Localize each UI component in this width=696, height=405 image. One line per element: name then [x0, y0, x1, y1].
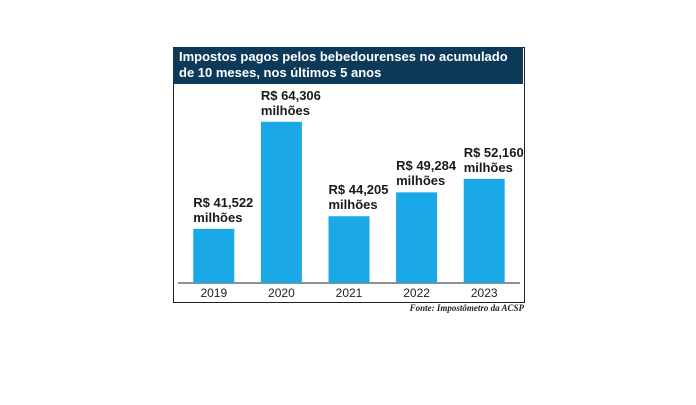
value-label: R$ 41,522 milhões: [193, 194, 254, 225]
value-label: R$ 64,306 milhões: [260, 87, 321, 118]
source-note: Fonte: Impostômetro da ACSP: [409, 303, 524, 313]
bar: [260, 121, 302, 283]
x-tick-label: 2021: [336, 286, 363, 300]
chart-title: Impostos pagos pelos bebedourenses no ac…: [173, 47, 523, 84]
bar: [328, 216, 370, 283]
x-tick-label: 2022: [403, 286, 430, 300]
x-tick-label: 2020: [268, 286, 295, 300]
x-tick-label: 2019: [200, 286, 227, 300]
bar: [463, 178, 505, 283]
bar: [193, 228, 235, 283]
value-label: R$ 52,160 milhões: [463, 144, 524, 175]
x-tick-label: 2023: [471, 286, 498, 300]
bar: [396, 192, 438, 283]
value-label: R$ 49,284 milhões: [396, 158, 457, 189]
value-label: R$ 44,205 milhões: [328, 182, 389, 213]
